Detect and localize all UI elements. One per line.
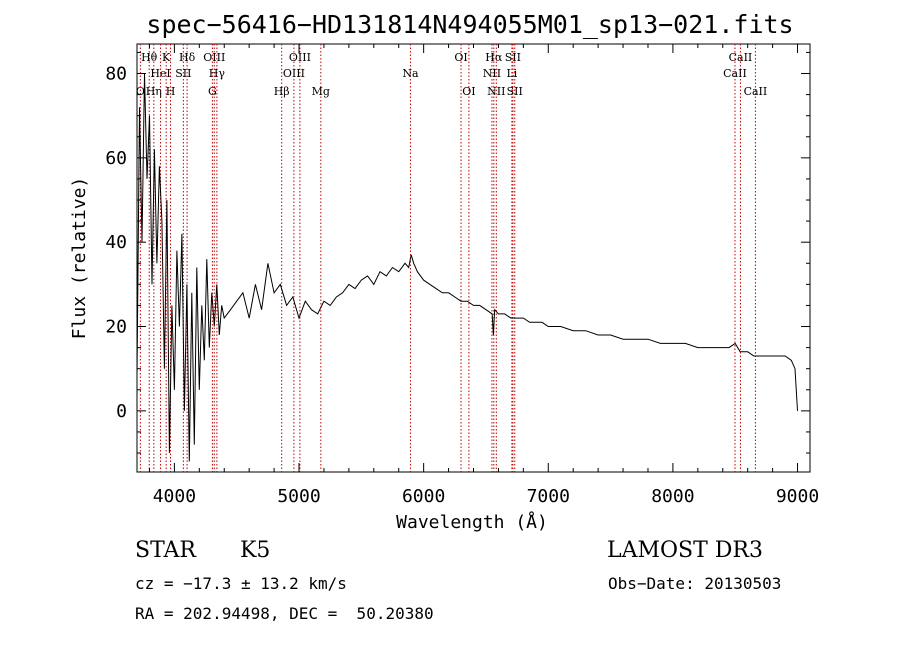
line-label-10: G xyxy=(208,85,217,98)
line-label-8: OIII xyxy=(203,51,225,64)
x-tick-label-5: 9000 xyxy=(776,486,819,507)
line-label-5: H xyxy=(166,85,176,98)
line-label-18: Hα xyxy=(485,51,503,64)
line-label-16: OI xyxy=(454,51,467,64)
x-tick-label-0: 4000 xyxy=(153,486,196,507)
line-label-3: HeI xyxy=(150,67,170,80)
survey-name: LAMOST DR3 xyxy=(607,538,763,563)
x-tick-label-2: 6000 xyxy=(402,486,445,507)
line-label-20: NII xyxy=(487,85,505,98)
line-label-21: SII xyxy=(505,51,521,64)
y-tick-label-0: 0 xyxy=(116,401,127,422)
flux-series-line xyxy=(136,73,798,462)
line-label-22: Li xyxy=(506,67,517,80)
line-label-7: Hδ xyxy=(179,51,196,64)
line-label-1: O xyxy=(136,85,145,98)
line-label-14: Mg xyxy=(312,85,330,98)
line-label-11: Hβ xyxy=(274,85,290,98)
x-tick-label-1: 5000 xyxy=(277,486,320,507)
line-label-6: SII xyxy=(175,67,191,80)
line-label-12: OIII xyxy=(289,51,311,64)
line-label-26: CaII xyxy=(744,85,768,98)
x-axis-ticks: 4000 5000 6000 7000 8000 9000 xyxy=(148,44,819,507)
x-tick-label-4: 8000 xyxy=(651,486,694,507)
x-axis-label: Wavelength (Å) xyxy=(396,511,548,533)
line-label-17: OI xyxy=(462,85,475,98)
line-label-13: OIII xyxy=(283,67,305,80)
plot-frame xyxy=(136,43,811,473)
y-tick-label-2: 40 xyxy=(105,232,127,253)
y-axis-label: Flux (relative) xyxy=(69,177,90,340)
line-label-15: Na xyxy=(402,67,419,80)
object-subclass: K5 xyxy=(240,538,271,563)
line-label-4: K xyxy=(162,51,171,64)
y-tick-label-1: 20 xyxy=(105,317,127,338)
observation-date: Obs−Date: 20130503 xyxy=(608,574,782,593)
line-label-24: CaII xyxy=(729,51,753,64)
line-label-23: SII xyxy=(507,85,523,98)
y-tick-label-3: 60 xyxy=(105,148,127,169)
chart-title: spec−56416−HD131814N494055M01_sp13−021.f… xyxy=(146,10,793,39)
line-label-25: CaII xyxy=(723,67,747,80)
spectral-line-labels: Hθ O Hη HeI K H SII Hδ OIII Hγ G Hβ OIII OIII Mg Na OI OI… xyxy=(136,51,767,98)
redshift-velocity: cz = −17.3 ± 13.2 km/s xyxy=(135,574,347,593)
line-label-2: Hη xyxy=(146,85,162,98)
object-class: STAR xyxy=(135,538,196,563)
line-label-19: NII xyxy=(483,67,501,80)
line-label-0: Hθ xyxy=(141,51,158,64)
spectral-line-markers xyxy=(139,44,756,472)
y-tick-label-4: 80 xyxy=(105,64,127,85)
x-tick-label-3: 7000 xyxy=(527,486,570,507)
y-axis-ticks: 0 20 40 60 80 xyxy=(105,51,810,454)
line-label-9: Hγ xyxy=(209,67,226,80)
coordinates: RA = 202.94498, DEC = 50.20380 xyxy=(135,604,434,623)
